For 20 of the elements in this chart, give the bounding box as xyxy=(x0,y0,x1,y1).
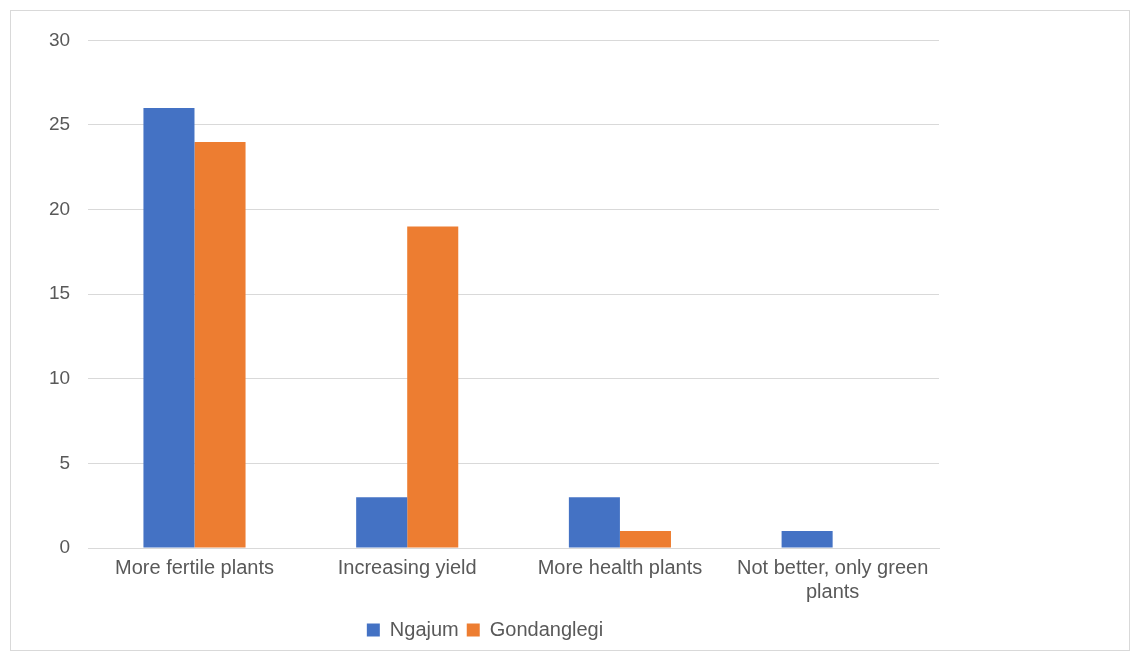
y-tick-label: 20 xyxy=(48,197,71,219)
x-tick-label: Increasing yield xyxy=(337,555,477,578)
y-tick-label: 5 xyxy=(59,451,71,473)
y-tick-label: 15 xyxy=(48,282,71,304)
bar xyxy=(619,531,671,548)
bar xyxy=(407,226,459,548)
y-tick-label: 0 xyxy=(59,536,71,558)
bar xyxy=(568,497,620,548)
bar xyxy=(194,141,246,548)
bar xyxy=(781,531,833,548)
bar xyxy=(143,108,195,548)
y-tick-label: 10 xyxy=(48,367,71,389)
legend-label: Gondanglegi xyxy=(489,617,604,640)
legend-label: Ngajum xyxy=(389,617,459,640)
x-tick-label: More health plants xyxy=(537,555,703,578)
x-tick-label: Not better, only green plants xyxy=(737,555,929,602)
y-tick-label: 30 xyxy=(48,28,71,50)
bar xyxy=(356,497,408,548)
y-tick-label: 25 xyxy=(48,113,71,135)
x-tick-label: More fertile plants xyxy=(115,555,274,578)
